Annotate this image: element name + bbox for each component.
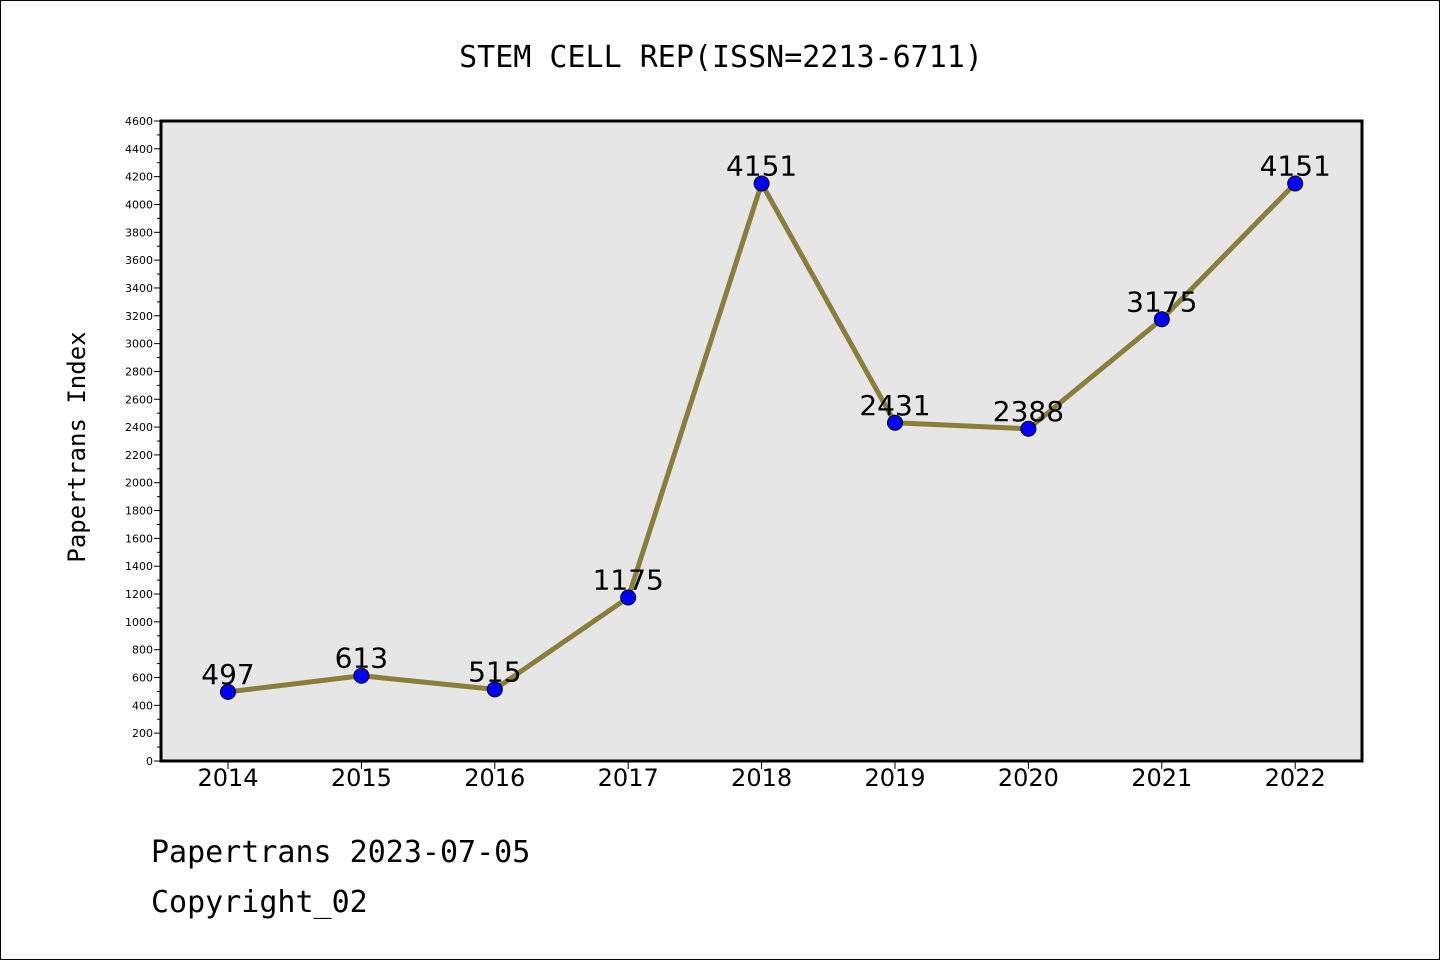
data-point [1020, 420, 1037, 437]
data-label: 1175 [593, 564, 664, 597]
y-tick-label: 400 [132, 699, 153, 712]
chart-title: STEM CELL REP(ISSN=2213-6711) [459, 40, 983, 75]
y-tick-label: 3400 [125, 282, 153, 295]
y-tick-label: 3000 [125, 338, 153, 351]
data-label: 4151 [1260, 149, 1331, 182]
y-tick-label: 800 [132, 644, 153, 657]
data-point [353, 667, 370, 684]
y-tick-label: 4200 [125, 171, 153, 184]
x-tick-label: 2014 [197, 764, 258, 792]
data-label: 2388 [993, 395, 1064, 428]
y-tick-label: 3800 [125, 226, 153, 239]
data-point [620, 589, 637, 606]
y-tick-label: 2600 [125, 393, 153, 406]
x-tick-label: 2019 [864, 764, 925, 792]
y-axis: 0 200 400 600 800 1000 1200 1400 1600 1800 2000 220… [125, 115, 161, 768]
y-tick-label: 3600 [125, 254, 153, 267]
y-tick-label: 4000 [125, 198, 153, 211]
y-tick-label: 3200 [125, 310, 153, 323]
x-tick-label: 2018 [731, 764, 792, 792]
data-label: 497 [201, 658, 254, 691]
data-label: 4151 [726, 149, 797, 182]
data-label: 515 [468, 655, 521, 688]
data-point [220, 683, 236, 700]
y-tick-label: 1000 [125, 616, 153, 629]
series-layer: 497 613 515 1175 4151 2431 2388 3175 4151 [201, 149, 1331, 700]
data-point [1287, 175, 1304, 192]
y-tick-label: 1800 [125, 505, 153, 518]
data-point [753, 175, 770, 192]
x-tick-label: 2016 [464, 764, 525, 792]
plot-border [159, 119, 1364, 763]
y-tick-label: 2800 [125, 365, 153, 378]
data-point [1153, 311, 1170, 328]
y-axis-label: Papertrans Index [63, 331, 91, 562]
y-tick-label: 600 [132, 672, 153, 685]
x-tick-label: 2022 [1265, 764, 1326, 792]
footer-copyright: Copyright_02 [151, 885, 368, 920]
x-axis: 2014 2015 2016 2017 2018 2019 2020 2021 2022 [197, 761, 1326, 792]
data-point [486, 681, 503, 698]
y-tick-label: 1200 [125, 588, 153, 601]
y-tick-label: 1400 [125, 560, 153, 573]
data-label: 2431 [859, 389, 930, 422]
y-tick-label: 2000 [125, 477, 153, 490]
y-tick-label: 200 [132, 727, 153, 740]
x-tick-label: 2017 [598, 764, 659, 792]
x-tick-label: 2015 [331, 764, 392, 792]
data-label: 613 [335, 642, 388, 675]
footer-date: Papertrans 2023-07-05 [151, 835, 531, 870]
data-label: 3175 [1126, 285, 1197, 318]
y-tick-label: 2200 [125, 449, 153, 462]
y-tick-label: 0 [146, 755, 153, 768]
y-tick-label: 1600 [125, 532, 153, 545]
y-tick-label: 4400 [125, 143, 153, 156]
x-tick-label: 2021 [1131, 764, 1192, 792]
x-tick-label: 2020 [998, 764, 1059, 792]
y-tick-label: 2400 [125, 421, 153, 434]
data-point [887, 414, 903, 431]
plot-area [161, 121, 1362, 761]
y-tick-label: 4600 [125, 115, 153, 128]
